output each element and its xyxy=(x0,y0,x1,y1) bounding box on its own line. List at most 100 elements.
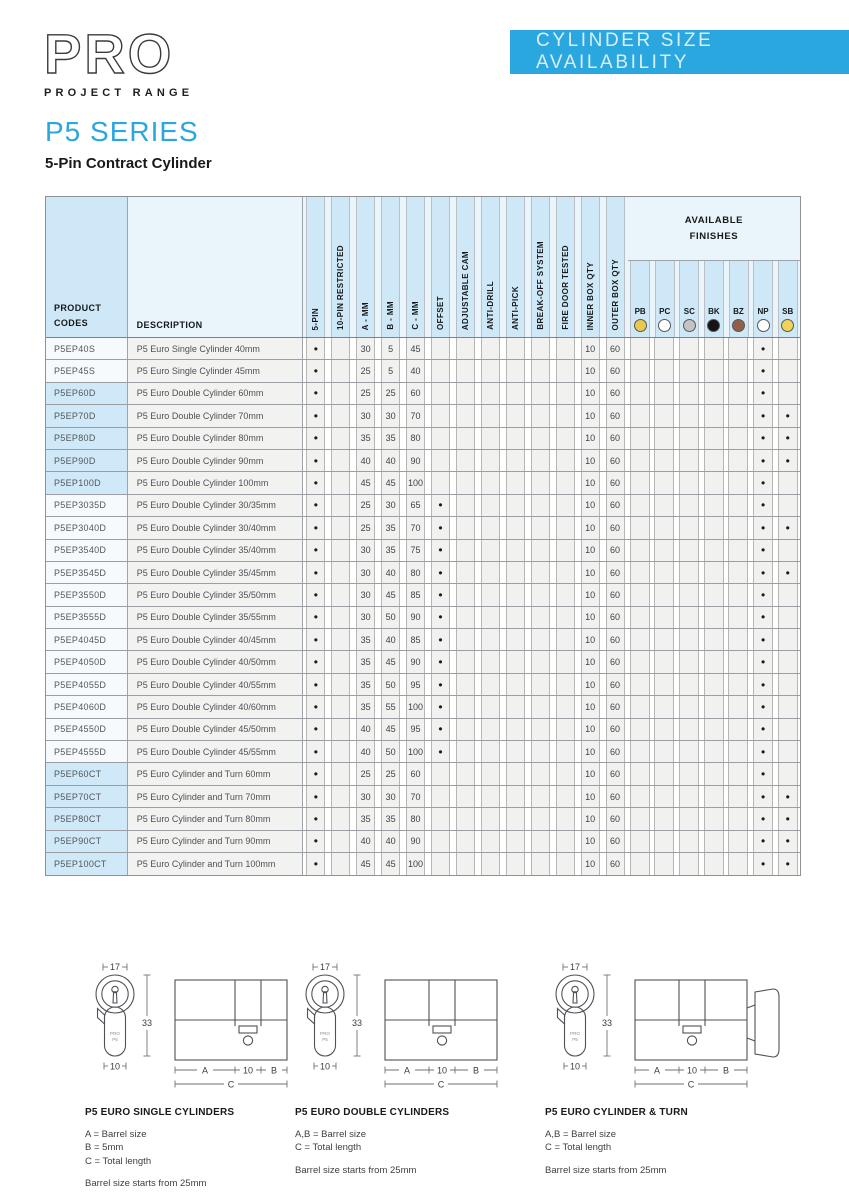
cell-fire-door-tested xyxy=(555,651,575,673)
cellwrap-b-mm: 45 xyxy=(378,584,403,606)
cellwrap-inner-box-qty: 10 xyxy=(578,561,603,584)
cell-break-off-system xyxy=(530,405,550,427)
finishwrap-np: • xyxy=(751,741,776,763)
cellwrap-adjustable-cam xyxy=(453,360,478,382)
finishwrap-pc xyxy=(652,651,677,673)
dim-total-c: C xyxy=(438,1080,445,1090)
cell-finish-pb xyxy=(629,427,650,449)
cell-5-pin: • xyxy=(306,517,326,539)
cell-inner-box-qty: 10 xyxy=(580,584,600,606)
finishwrap-sb xyxy=(775,472,800,494)
cellwrap-10-pin-restricted xyxy=(328,629,353,651)
finishwrap-sc xyxy=(677,606,702,629)
table-row: P5EP90D P5 Euro Double Cylinder 90mm • 40 40… xyxy=(46,449,800,473)
cell-10-pin-restricted xyxy=(331,449,351,472)
cell-5-pin: • xyxy=(306,830,326,852)
finishwrap-pc xyxy=(652,338,677,360)
cellwrap-offset xyxy=(428,852,453,876)
cell-5-pin: • xyxy=(306,472,326,494)
cell-b-mm: 35 xyxy=(381,427,401,449)
cell-5-pin: • xyxy=(306,808,326,830)
cell-outer-box-qty: 60 xyxy=(605,517,625,539)
finishwrap-bk xyxy=(701,517,726,539)
cellwrap-fire-door-tested xyxy=(553,427,578,449)
cell-5-pin: • xyxy=(306,696,326,718)
cell-inner-box-qty: 10 xyxy=(580,561,600,584)
product-codes-line2: CODES xyxy=(54,317,89,328)
cell-finish-pb xyxy=(629,852,650,876)
cell-finish-sb xyxy=(777,472,798,494)
cell-10-pin-restricted xyxy=(331,360,351,382)
figure-stamp-line1: PRO xyxy=(320,1031,330,1036)
cellwrap-break-off-system xyxy=(528,785,553,808)
cellwrap-anti-drill xyxy=(478,539,503,561)
table-row: P5EP4045D P5 Euro Double Cylinder 40/45mm… xyxy=(46,629,800,652)
finishwrap-pb xyxy=(628,517,653,539)
cell-10-pin-restricted xyxy=(331,629,351,651)
finishwrap-sc xyxy=(677,584,702,606)
finish-cell-pc: PC xyxy=(654,261,675,337)
finishwrap-bz xyxy=(726,427,751,449)
cell-finish-bz xyxy=(728,696,749,718)
cellwrap-break-off-system xyxy=(528,718,553,741)
cell-finish-bk xyxy=(703,494,724,517)
cellwrap-c-mm: 90 xyxy=(403,830,428,852)
finishwrap-bz xyxy=(726,718,751,741)
figure-single: PRO P5 17 33 10 A 10 B C P5 EURO SINGLE CYLINDE… xyxy=(83,958,329,1189)
cell-finish-pc xyxy=(654,472,675,494)
cell-inner-box-qty: 10 xyxy=(580,539,600,561)
cell-c-mm: 45 xyxy=(406,338,426,360)
cell-offset: • xyxy=(431,606,450,629)
table-row: P5EP70D P5 Euro Double Cylinder 70mm • 30 30… xyxy=(46,405,800,428)
cellwrap-anti-pick xyxy=(503,449,528,472)
pro-logo-text: PRO xyxy=(43,22,175,85)
cell-outer-box-qty: 60 xyxy=(605,763,625,785)
cellwrap-fire-door-tested xyxy=(553,405,578,427)
cell-inner-box-qty: 10 xyxy=(580,763,600,785)
cell-anti-pick xyxy=(505,539,525,561)
cellwrap-a-mm: 35 xyxy=(353,808,378,830)
cellwrap-10-pin-restricted xyxy=(328,696,353,718)
cell-finish-bz xyxy=(728,472,749,494)
cell-description: P5 Euro Double Cylinder 35/55mm xyxy=(127,606,304,629)
cellwrap-outer-box-qty: 60 xyxy=(603,852,628,876)
cell-finishes: • xyxy=(628,696,801,718)
cell-description: P5 Euro Cylinder and Turn 100mm xyxy=(127,852,304,876)
cell-finish-bk xyxy=(703,584,724,606)
cell-finish-sc xyxy=(679,360,700,382)
cell-adjustable-cam xyxy=(455,718,475,741)
cell-b-mm: 45 xyxy=(381,472,401,494)
finish-label-sb: SB xyxy=(782,307,794,316)
finishwrap-bz xyxy=(726,606,751,629)
table-row: P5EP40S P5 Euro Single Cylinder 40mm • 30 5 4… xyxy=(46,338,800,361)
figure-stamp-line1: PRO xyxy=(110,1031,120,1036)
finishwrap-np: • xyxy=(751,472,776,494)
cell-inner-box-qty: 10 xyxy=(580,785,600,808)
cell-anti-drill xyxy=(480,830,500,852)
cellwrap-a-mm: 25 xyxy=(353,382,378,405)
finishwrap-bk xyxy=(701,606,726,629)
cell-outer-box-qty: 60 xyxy=(605,584,625,606)
finishwrap-sc xyxy=(677,472,702,494)
cellwrap-a-mm: 30 xyxy=(353,785,378,808)
cell-finishes: • xyxy=(628,741,801,763)
cell-finish-bz xyxy=(728,852,749,876)
cellwrap-5-pin: • xyxy=(303,472,328,494)
cell-finish-pb xyxy=(629,651,650,673)
cellwrap-5-pin: • xyxy=(303,852,328,876)
cellwrap-anti-pick xyxy=(503,673,528,696)
cellwrap-anti-pick xyxy=(503,561,528,584)
cell-finish-pb xyxy=(629,494,650,517)
table-row: P5EP3550D P5 Euro Double Cylinder 35/50mm… xyxy=(46,584,800,607)
cellwrap-break-off-system xyxy=(528,561,553,584)
finishwrap-bz xyxy=(726,517,751,539)
finish-options: PB PC SC BK BZ NP SB xyxy=(627,261,800,337)
cell-fire-door-tested xyxy=(555,673,575,696)
finishwrap-sc xyxy=(677,651,702,673)
cellwrap-anti-drill xyxy=(478,651,503,673)
cell-finish-np: • xyxy=(753,584,774,606)
cell-outer-box-qty: 60 xyxy=(605,718,625,741)
table-row: P5EP45S P5 Euro Single Cylinder 45mm • 25 5 4… xyxy=(46,360,800,383)
finishwrap-sb xyxy=(775,741,800,763)
